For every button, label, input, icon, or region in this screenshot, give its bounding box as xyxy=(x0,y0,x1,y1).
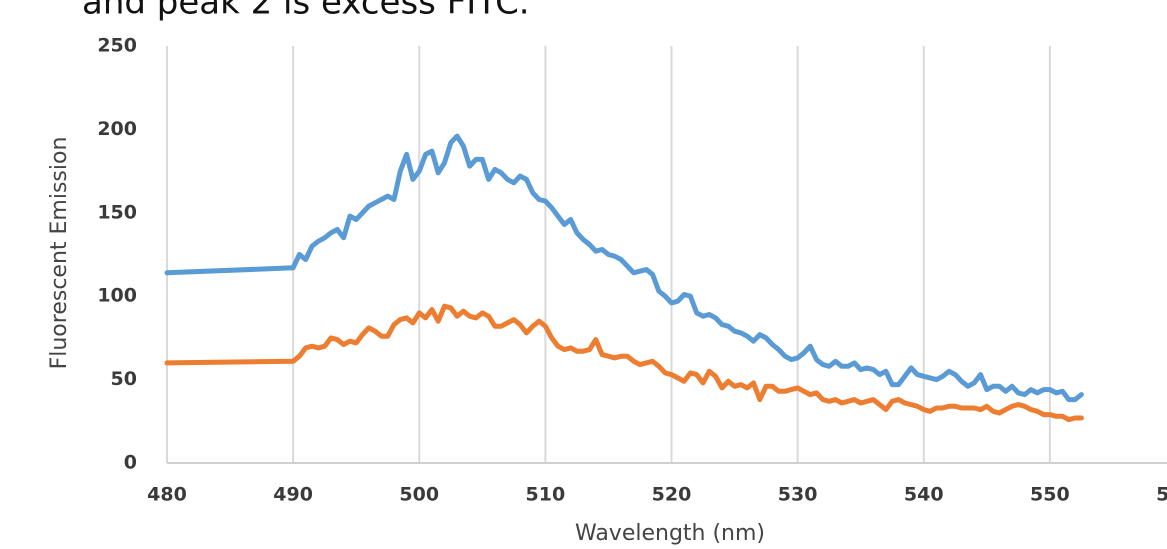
series-line xyxy=(164,303,1084,423)
y-tick-label: 0 xyxy=(124,452,137,474)
x-tick-label: 500 xyxy=(399,484,439,506)
y-tick-label: 100 xyxy=(97,285,137,307)
series-line xyxy=(164,133,1084,403)
y-tick-label: 50 xyxy=(111,368,137,390)
x-tick-label: 550 xyxy=(1030,484,1070,506)
y-axis-label: Fluorescent Emission xyxy=(47,137,72,370)
x-axis-label: Wavelength (nm) xyxy=(575,521,765,546)
y-tick-label: 250 xyxy=(97,35,137,57)
annotation: and peak 2 is excess FITC. xyxy=(82,0,530,23)
x-tick-label: 510 xyxy=(526,484,566,506)
y-tick-label: 150 xyxy=(97,201,137,223)
x-tick-label: 480 xyxy=(147,484,187,506)
x-tick-label: 560 xyxy=(1156,484,1167,506)
x-tick-label: 530 xyxy=(778,484,818,506)
x-tick-label: 540 xyxy=(904,484,944,506)
y-tick-label: 200 xyxy=(97,118,137,140)
x-tick-label: 520 xyxy=(652,484,692,506)
x-tick-label: 490 xyxy=(273,484,313,506)
